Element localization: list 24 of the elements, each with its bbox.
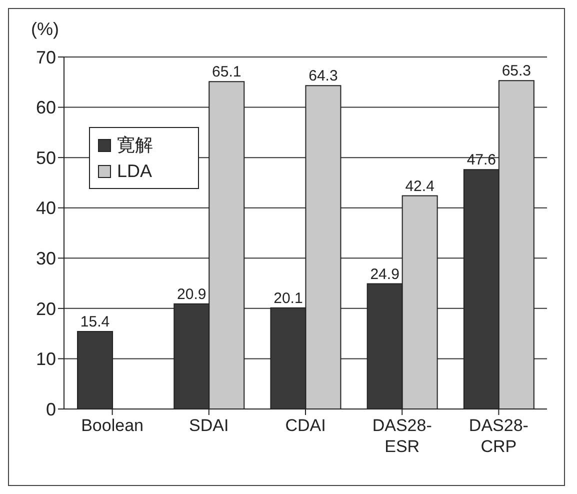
y-tick-label: 20 xyxy=(36,298,56,319)
data-label: 24.9 xyxy=(370,266,400,283)
x-tick-label: DAS28-CRP xyxy=(468,416,528,456)
data-label: 20.1 xyxy=(274,290,303,307)
y-tick-label: 30 xyxy=(36,248,56,269)
x-tick-label: Boolean xyxy=(81,416,144,435)
data-label: 42.4 xyxy=(405,178,434,195)
data-label: 64.3 xyxy=(308,68,338,85)
data-label: 15.4 xyxy=(80,314,110,331)
x-tick-label: CDAI xyxy=(285,416,326,435)
data-label: 65.1 xyxy=(212,64,242,81)
x-tick-label: SDAI xyxy=(189,416,229,435)
y-tick-label: 0 xyxy=(46,399,56,420)
y-tick-label: 70 xyxy=(36,47,56,68)
legend-label: LDA xyxy=(116,160,154,183)
y-tick-label: 10 xyxy=(36,349,56,370)
x-tick-label: DAS28-ESR xyxy=(372,416,432,456)
y-axis-title: (%) xyxy=(31,19,59,40)
y-tick-label: 50 xyxy=(36,148,56,168)
legend-label: 寛解 xyxy=(116,134,154,157)
data-label: 65.3 xyxy=(502,62,532,80)
data-label: 20.9 xyxy=(177,286,206,303)
y-tick-label: 60 xyxy=(36,98,56,118)
y-tick-label: 40 xyxy=(36,198,56,218)
